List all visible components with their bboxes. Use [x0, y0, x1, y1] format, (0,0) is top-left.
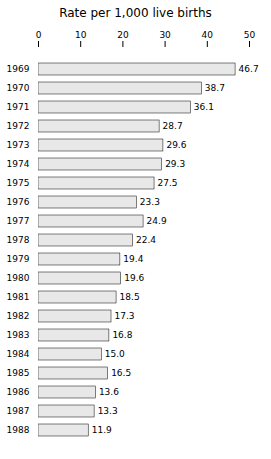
svg-text:1977: 1977	[7, 216, 30, 226]
svg-text:13.3: 13.3	[98, 406, 118, 416]
svg-text:29.6: 29.6	[166, 140, 186, 150]
svg-text:24.9: 24.9	[147, 216, 167, 226]
svg-text:16.8: 16.8	[112, 330, 132, 340]
svg-text:1979: 1979	[7, 254, 30, 264]
svg-text:19.6: 19.6	[124, 273, 144, 283]
svg-text:1969: 1969	[7, 64, 30, 74]
svg-text:16.5: 16.5	[111, 368, 131, 378]
svg-text:29.3: 29.3	[165, 159, 185, 169]
html-text:Rate per 1,000 live births: Rate per 1,000 live births	[59, 6, 212, 20]
svg-text:46.7: 46.7	[239, 64, 259, 74]
svg-text:17.3: 17.3	[115, 311, 135, 321]
svg-text:36.1: 36.1	[194, 102, 214, 112]
svg-text:1988: 1988	[7, 425, 30, 435]
svg-text:0: 0	[36, 30, 42, 40]
svg-text:50: 50	[244, 30, 256, 40]
svg-text:23.3: 23.3	[140, 197, 160, 207]
svg-text:11.9: 11.9	[92, 425, 112, 435]
svg-text:10: 10	[75, 30, 87, 40]
svg-text:1985: 1985	[7, 368, 30, 378]
svg-text:20: 20	[117, 30, 129, 40]
svg-text:22.4: 22.4	[136, 235, 156, 245]
svg-text:27.5: 27.5	[158, 178, 178, 188]
svg-text:1972: 1972	[7, 121, 30, 131]
svg-text:13.6: 13.6	[99, 387, 119, 397]
svg-text:19.4: 19.4	[123, 254, 143, 264]
svg-text:40: 40	[202, 30, 214, 40]
svg-text:1973: 1973	[7, 140, 30, 150]
svg-text:38.7: 38.7	[205, 83, 225, 93]
svg-text:1983: 1983	[7, 330, 30, 340]
svg-text:18.5: 18.5	[120, 292, 140, 302]
svg-text:1975: 1975	[7, 178, 30, 188]
svg-text:1978: 1978	[7, 235, 30, 245]
svg-text:1976: 1976	[7, 197, 30, 207]
svg-text:1971: 1971	[7, 102, 30, 112]
svg-text:1980: 1980	[7, 273, 30, 283]
svg-text:15.0: 15.0	[105, 349, 125, 359]
svg-text:28.7: 28.7	[163, 121, 183, 131]
svg-text:30: 30	[159, 30, 171, 40]
svg-text:1986: 1986	[7, 387, 30, 397]
svg-text:1984: 1984	[7, 349, 30, 359]
svg-text:1974: 1974	[7, 159, 30, 169]
svg-text:1970: 1970	[7, 83, 30, 93]
svg-text:1981: 1981	[7, 292, 30, 302]
svg-text:1982: 1982	[7, 311, 30, 321]
svg-text:1987: 1987	[7, 406, 30, 416]
